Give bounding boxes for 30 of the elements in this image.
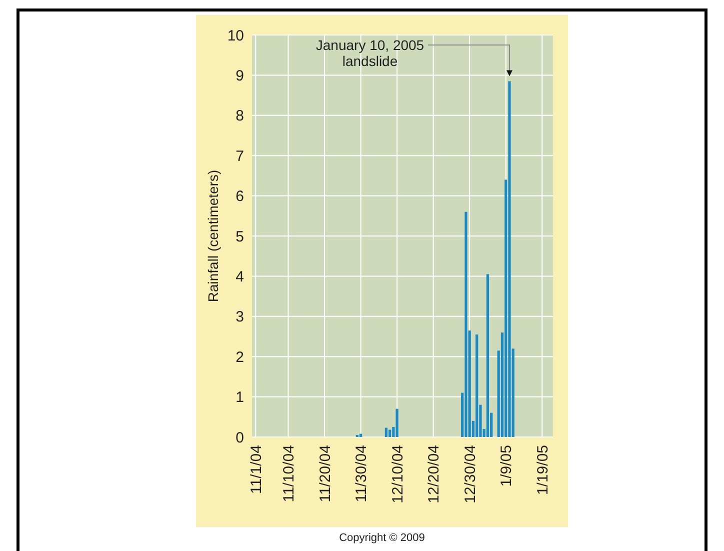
y-tick-label: 7 <box>236 148 244 165</box>
y-tick-label: 2 <box>236 348 244 366</box>
x-tick-label: 11/30/04 <box>353 445 370 502</box>
y-tick-label: 10 <box>227 27 244 44</box>
text: Copyright © 2009 <box>339 532 425 544</box>
x-tick-label: 11/10/04 <box>280 445 298 502</box>
bar <box>464 212 468 437</box>
y-tick-label: 5 <box>236 228 244 246</box>
annotation: January 10, 2005 landslide <box>316 37 424 69</box>
y-tick-label: 9 <box>236 67 244 84</box>
bar <box>396 408 398 437</box>
bar <box>486 274 490 437</box>
y-tick-label: 4 <box>236 268 244 286</box>
x-tick-label: 12/20/04 <box>426 445 443 504</box>
y-tick-label: 1 <box>236 389 244 406</box>
y-axis-title: Rainfall (centimeters) <box>205 170 221 302</box>
x-tick-label: 11/20/04 <box>316 445 334 502</box>
x-tick-label: 1/9/05 <box>498 445 516 487</box>
bar <box>476 334 478 437</box>
x-tick-label: 11/1/04 <box>248 445 265 494</box>
x-tick-label: 12/10/04 <box>389 445 406 504</box>
bar <box>508 81 511 437</box>
y-tick-label: 6 <box>236 188 244 206</box>
y-tick-label: 0 <box>236 429 244 446</box>
bar <box>388 430 392 437</box>
x-tick-label: 1/19/05 <box>534 445 552 496</box>
bar <box>384 428 388 437</box>
y-tick-label: 8 <box>236 108 244 125</box>
x-tick-label: 12/30/04 <box>462 445 479 504</box>
y-tick-label: 3 <box>236 308 244 326</box>
